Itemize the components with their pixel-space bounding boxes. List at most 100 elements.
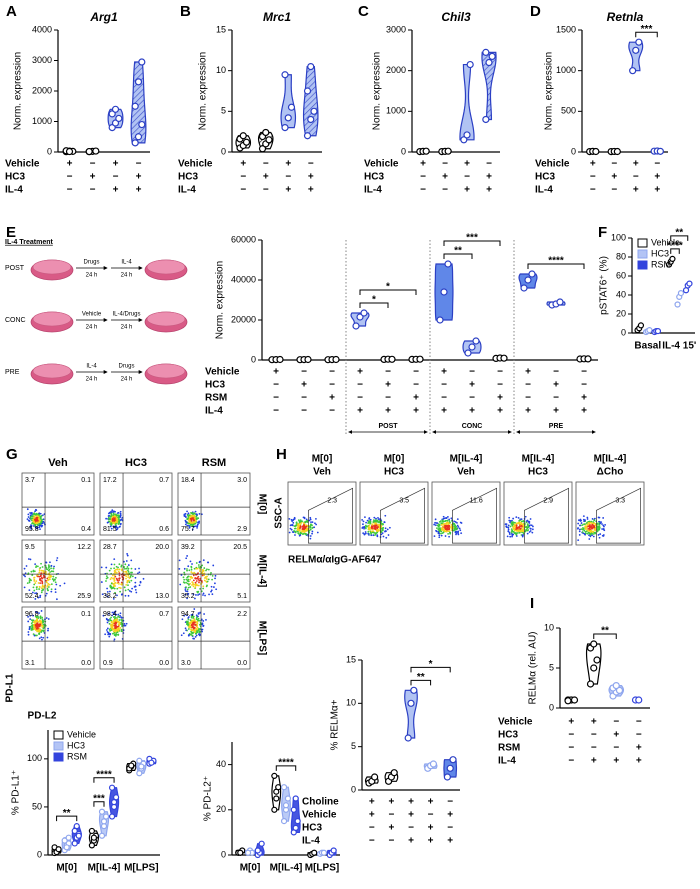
- x-tick-label: M[IL-4]: [270, 863, 303, 874]
- gate-value: 3.3: [615, 498, 625, 505]
- event-dot: [35, 509, 37, 511]
- condition-sign: −: [113, 172, 119, 183]
- event-dot: [193, 626, 195, 628]
- event-dot: [36, 619, 38, 621]
- event-dot: [511, 533, 513, 535]
- condition-sign: +: [369, 810, 375, 821]
- data-point: [136, 134, 142, 140]
- event-dot: [55, 591, 57, 593]
- event-dot: [36, 588, 38, 590]
- event-dot: [188, 634, 190, 636]
- quadrant-value: 5.1: [237, 593, 247, 600]
- event-dot: [185, 557, 187, 559]
- y-tick-label: 20: [616, 308, 626, 318]
- event-dot: [599, 517, 601, 519]
- event-dot: [195, 633, 197, 635]
- event-dot: [29, 578, 31, 580]
- event-dot: [516, 522, 518, 524]
- event-dot: [125, 575, 127, 577]
- event-dot: [108, 518, 110, 520]
- data-point: [295, 819, 300, 824]
- gate-value: 2.3: [327, 498, 337, 505]
- event-dot: [594, 518, 596, 520]
- condition-sign: −: [388, 836, 394, 847]
- event-dot: [111, 577, 113, 579]
- panel-label: A: [6, 3, 17, 20]
- y-tick-label: 1000: [386, 106, 406, 116]
- condition-label: HC3: [364, 172, 384, 183]
- quadrant-value: 75.7: [181, 526, 195, 533]
- condition-sign: +: [591, 717, 597, 728]
- event-dot: [38, 520, 40, 522]
- data-point: [149, 760, 154, 765]
- y-tick-label: 4000: [32, 24, 52, 34]
- event-dot: [592, 518, 594, 520]
- event-dot: [51, 583, 53, 585]
- event-dot: [40, 622, 42, 624]
- event-dot: [195, 511, 197, 513]
- condition-sign: −: [591, 730, 597, 741]
- event-dot: [509, 536, 511, 538]
- data-point: [389, 356, 395, 362]
- event-dot: [211, 586, 213, 588]
- data-point: [614, 149, 620, 155]
- event-dot: [366, 526, 368, 528]
- condition-sign: +: [613, 756, 619, 767]
- event-dot: [41, 576, 43, 578]
- condition-sign: −: [442, 159, 448, 170]
- event-dot: [118, 616, 120, 618]
- condition-sign: +: [553, 406, 559, 417]
- condition-sign: +: [413, 393, 419, 404]
- event-dot: [105, 580, 107, 582]
- x-tick-label: M[IL-4]: [88, 863, 121, 874]
- event-dot: [36, 635, 38, 637]
- event-dot: [49, 578, 51, 580]
- event-dot: [292, 524, 294, 526]
- data-point: [613, 683, 619, 689]
- event-dot: [453, 520, 455, 522]
- event-dot: [449, 532, 451, 534]
- event-dot: [299, 535, 301, 537]
- event-dot: [459, 528, 461, 530]
- event-dot: [450, 517, 452, 519]
- event-dot: [45, 567, 47, 569]
- event-dot: [41, 610, 43, 612]
- event-dot: [443, 523, 445, 525]
- event-dot: [33, 621, 35, 623]
- event-dot: [135, 577, 137, 579]
- flow-column-header: ΔCho: [597, 467, 624, 478]
- event-dot: [455, 534, 457, 536]
- event-dot: [47, 637, 49, 639]
- y-tick-label: 0: [47, 146, 52, 156]
- event-dot: [189, 586, 191, 588]
- significance-label: **: [601, 626, 609, 637]
- condition-sign: −: [273, 406, 279, 417]
- event-dot: [290, 524, 292, 526]
- condition-label: Vehicle: [205, 367, 240, 378]
- condition-sign: −: [357, 393, 363, 404]
- event-dot: [445, 530, 447, 532]
- event-dot: [438, 534, 440, 536]
- event-dot: [191, 581, 193, 583]
- condition-sign: −: [388, 810, 394, 821]
- event-dot: [194, 587, 196, 589]
- event-dot: [107, 627, 109, 629]
- event-dot: [117, 627, 119, 629]
- data-point: [116, 115, 122, 121]
- event-dot: [584, 526, 586, 528]
- panel-label: D: [530, 3, 541, 20]
- event-dot: [55, 584, 57, 586]
- event-dot: [507, 536, 509, 538]
- event-dot: [522, 536, 524, 538]
- data-point: [423, 148, 429, 154]
- data-point: [441, 289, 447, 295]
- diagram-step-time: 24 h: [121, 273, 133, 279]
- event-dot: [373, 517, 375, 519]
- condition-sign: −: [581, 367, 587, 378]
- data-point: [591, 641, 597, 647]
- event-dot: [208, 569, 210, 571]
- event-dot: [117, 512, 119, 514]
- event-dot: [204, 580, 206, 582]
- condition-sign: +: [486, 172, 492, 183]
- quadrant-value: 28.7: [103, 544, 117, 551]
